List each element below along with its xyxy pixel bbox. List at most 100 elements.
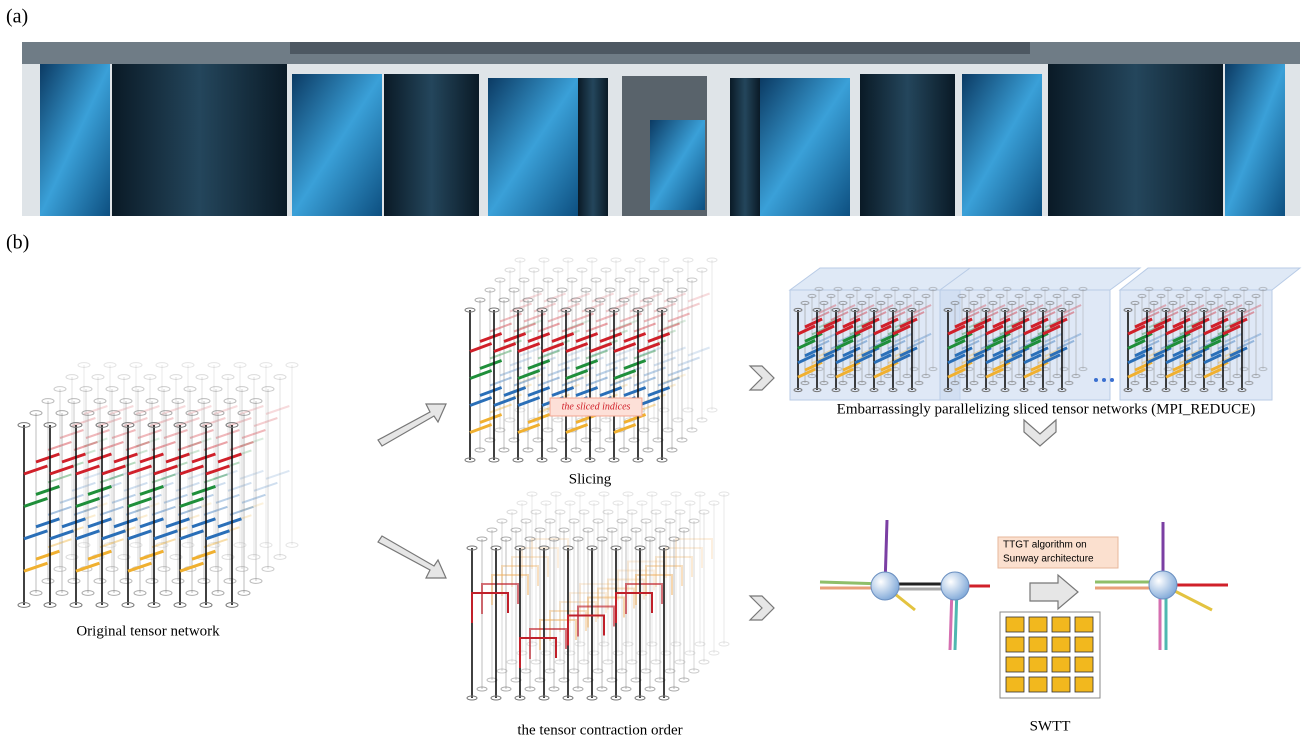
- index-bond: [75, 529, 100, 541]
- tensor-end: [556, 437, 568, 443]
- index-bond: [966, 324, 985, 336]
- tensor-end: [1026, 380, 1036, 386]
- index-bond: [1056, 311, 1075, 321]
- tensor-end: [81, 410, 95, 416]
- tensor-end: [793, 307, 803, 313]
- index-bond: [1172, 346, 1191, 358]
- index-bond: [1222, 324, 1241, 336]
- tensor-end: [225, 422, 239, 428]
- tensor-end: [943, 387, 953, 393]
- core-group: [1028, 616, 1048, 633]
- index-bond: [87, 452, 112, 464]
- tensor-end: [195, 374, 209, 380]
- tensor-end: [181, 362, 195, 368]
- index-bond: [1210, 332, 1229, 343]
- tensor-end: [831, 387, 841, 393]
- tensor-end: [914, 300, 924, 306]
- tensor-end: [664, 518, 676, 524]
- index-bond: [565, 342, 589, 353]
- tensor-end: [995, 293, 1005, 299]
- index-bond: [1243, 332, 1262, 343]
- index-bond: [203, 505, 228, 516]
- tensor-end: [55, 590, 69, 596]
- tensor-end: [658, 407, 670, 413]
- index-bond: [677, 356, 700, 367]
- index-bond: [1127, 367, 1146, 379]
- index-bond: [151, 473, 176, 484]
- tensor-end: [41, 398, 55, 404]
- index-bond: [1179, 325, 1198, 336]
- tensor-end: [1225, 300, 1235, 306]
- tensor-end: [845, 373, 855, 379]
- index-bond: [1037, 354, 1056, 365]
- index-bond: [127, 464, 152, 476]
- tensor-end: [209, 386, 223, 392]
- tensor-end: [490, 695, 502, 701]
- index-bond: [47, 441, 72, 451]
- caption: Slicing: [569, 471, 612, 487]
- core-group: [1074, 616, 1094, 633]
- index-bond: [868, 311, 887, 321]
- index-bond: [892, 324, 911, 336]
- tensor-end: [169, 374, 183, 380]
- tensor-end: [484, 437, 496, 443]
- core-group: [1028, 656, 1048, 673]
- index-bond: [677, 302, 700, 313]
- tensor-end: [171, 398, 185, 404]
- index-bond: [101, 529, 126, 541]
- index-bond: [1127, 324, 1146, 336]
- index-bond: [987, 304, 1006, 314]
- tensor-end: [1071, 293, 1081, 299]
- ttgt-text: Sunway architecture: [1003, 554, 1094, 565]
- tensor-end: [169, 554, 183, 560]
- tensor-end: [107, 410, 121, 416]
- tensor-end: [620, 536, 632, 542]
- index-bond: [127, 561, 152, 573]
- tensor-end: [1168, 300, 1178, 306]
- tensor-end: [79, 386, 93, 392]
- index-bond: [125, 441, 150, 451]
- index-bond: [187, 405, 212, 415]
- tensor-end: [199, 602, 213, 608]
- index-bond: [835, 367, 854, 379]
- panel-label: (a): [6, 6, 28, 28]
- contraction-path: [567, 614, 605, 646]
- tensor-end: [1137, 293, 1147, 299]
- tensor-end: [624, 267, 636, 273]
- index-bond: [61, 517, 86, 529]
- ttgt-text: TTGT algorithm on: [1003, 540, 1087, 551]
- tensor-end: [259, 542, 273, 548]
- tensor-end: [235, 386, 249, 392]
- index-bond: [913, 304, 932, 314]
- index-bond: [1141, 311, 1160, 321]
- tensor-end: [548, 536, 560, 542]
- tensor-end: [1078, 366, 1088, 372]
- index-bond: [961, 354, 980, 365]
- tensor-end: [1244, 380, 1254, 386]
- index-bond: [868, 339, 887, 350]
- index-bond: [1172, 360, 1191, 372]
- index-bond: [1023, 324, 1042, 336]
- tensor-end: [157, 386, 171, 392]
- index-bond: [479, 359, 503, 370]
- index-bond: [517, 423, 541, 434]
- tensor-end: [668, 536, 680, 542]
- index-bond: [23, 496, 48, 508]
- tensor-end: [568, 518, 580, 524]
- tensor-end: [1161, 387, 1171, 393]
- tensor-end: [510, 677, 522, 683]
- tensor-end: [1123, 307, 1133, 313]
- index-bond: [961, 325, 980, 336]
- index-bond: [947, 353, 966, 365]
- core-group: [1005, 676, 1025, 693]
- index-bond: [1134, 317, 1153, 329]
- index-bond: [153, 464, 178, 476]
- tensor-end: [902, 293, 912, 299]
- tensor-end: [676, 437, 688, 443]
- index-bond: [1030, 332, 1049, 343]
- tensor-end: [129, 542, 143, 548]
- tensor-end: [706, 257, 718, 263]
- tensor-end: [183, 386, 197, 392]
- tensor-end: [580, 437, 592, 443]
- index-bond: [961, 311, 980, 321]
